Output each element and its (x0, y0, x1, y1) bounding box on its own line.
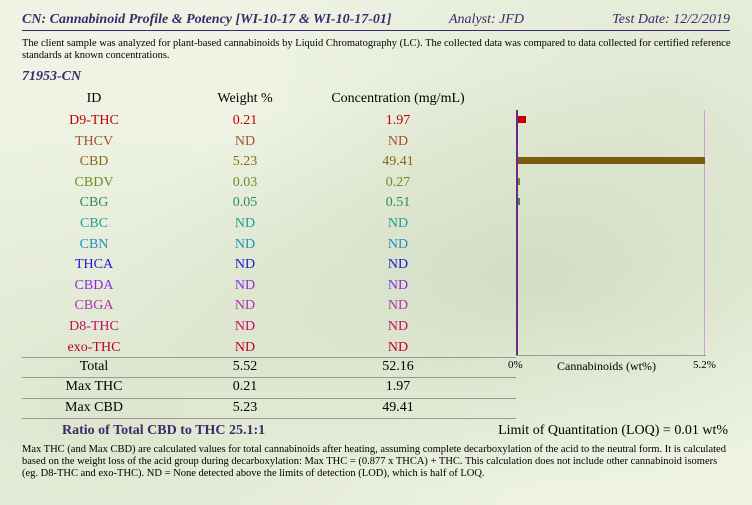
sample-id: 71953-CN (22, 69, 82, 84)
table-row: CBC ND ND (0, 214, 752, 235)
summary-cell-id: Max CBD (65, 399, 123, 415)
summary-separator (22, 417, 516, 419)
cell-id: CBN (79, 236, 109, 252)
cbd-thc-ratio: Ratio of Total CBD to THC 25.1:1 (62, 423, 266, 438)
cell-concentration: ND (387, 257, 409, 273)
cell-weight: ND (234, 298, 256, 314)
table-separator (22, 357, 516, 359)
summary-row: Max THC 0.21 1.97 (0, 377, 752, 398)
cell-concentration: 0.27 (385, 174, 411, 190)
cell-id: CBGA (74, 298, 114, 314)
analyst-label: Analyst: JFD (449, 12, 525, 27)
chart-baseline (516, 355, 706, 356)
cell-weight: 0.05 (232, 195, 258, 211)
table-row: CBD 5.23 49.41 (0, 152, 752, 173)
cell-weight: ND (234, 236, 256, 252)
intro-paragraph: The client sample was analyzed for plant… (22, 38, 731, 61)
bar-cbdv (518, 177, 520, 185)
summary-separator (22, 397, 516, 399)
chart-zero-axis (516, 110, 518, 355)
cell-concentration: ND (387, 216, 409, 231)
report-header: CN: Cannabinoid Profile & Potency [WI-10… (22, 10, 730, 31)
cell-weight: 0.21 (232, 113, 258, 128)
table-row: CBDA ND ND (0, 276, 752, 297)
table-row: CBDV 0.03 0.27 (0, 173, 752, 194)
table-row: CBG 0.05 0.51 (0, 193, 752, 214)
cell-concentration: ND (387, 319, 409, 334)
summary-cell-id: Total (79, 359, 109, 374)
summary-cell-concentration: 1.97 (385, 379, 411, 395)
cell-weight: ND (234, 277, 256, 293)
cell-id: CBD (79, 154, 109, 170)
summary-cell-id: Max THC (65, 379, 123, 395)
bar-d9-thc (518, 116, 526, 123)
cell-concentration: ND (387, 133, 409, 149)
footnote: Max THC (and Max CBD) are calculated val… (22, 444, 726, 480)
table-row: exo-THC ND ND (0, 338, 752, 359)
cell-weight: ND (234, 319, 256, 334)
cell-concentration: 49.41 (382, 154, 414, 170)
cell-id: exo-THC (67, 339, 121, 355)
bar-cbg (518, 198, 520, 206)
table-row: CBN ND ND (0, 235, 752, 256)
table-row: D8-THC ND ND (0, 317, 752, 338)
cell-concentration: 1.97 (385, 113, 411, 128)
column-header-concentration: Concentration (mg/mL) (331, 91, 465, 106)
cell-id: THCA (74, 257, 114, 273)
cell-weight: ND (234, 257, 256, 273)
cell-id: D9-THC (69, 113, 119, 128)
table-row: D9-THC 0.21 1.97 (0, 111, 752, 132)
cell-weight: ND (234, 133, 256, 149)
cell-concentration: ND (387, 339, 409, 355)
cell-concentration: ND (387, 298, 409, 314)
report-title: CN: Cannabinoid Profile & Potency [WI-10… (22, 12, 392, 27)
cell-weight: ND (234, 216, 256, 231)
cell-weight: 0.03 (232, 174, 258, 190)
cell-id: CBG (79, 195, 109, 211)
cell-id: THCV (74, 133, 114, 149)
test-date-label: Test Date: 12/2/2019 (612, 12, 730, 27)
summary-cell-weight: 5.23 (232, 399, 258, 415)
bar-cbd (518, 157, 706, 165)
summary-row: Max CBD 5.23 49.41 (0, 398, 752, 419)
cell-id: CBC (79, 216, 109, 231)
table-row: CBGA ND ND (0, 296, 752, 317)
cell-concentration: 0.51 (385, 195, 411, 211)
summary-cell-concentration: 49.41 (382, 399, 414, 415)
table-row: THCV ND ND (0, 132, 752, 153)
cell-concentration: ND (387, 236, 409, 252)
cell-weight: ND (234, 339, 256, 355)
summary-separator (22, 377, 516, 379)
chart-axis-max-label: 5.2% (693, 359, 716, 371)
cell-weight: 5.23 (232, 154, 258, 170)
summary-cell-concentration: 52.16 (382, 359, 414, 374)
chart-max-gridline (704, 110, 705, 355)
chart-axis-min-label: 0% (508, 359, 523, 371)
chart-axis-title: Cannabinoids (wt%) (557, 359, 656, 373)
cell-id: D8-THC (69, 319, 119, 334)
cell-id: CBDA (74, 277, 114, 293)
column-header-id: ID (86, 91, 102, 106)
loq-label: Limit of Quantitation (LOQ) = 0.01 wt% (498, 423, 728, 438)
column-header-weight: Weight % (217, 91, 273, 106)
cell-id: CBDV (74, 174, 114, 190)
table-row: THCA ND ND (0, 255, 752, 276)
cell-concentration: ND (387, 277, 409, 293)
summary-row: Total 5.52 52.16 (0, 357, 752, 378)
summary-cell-weight: 0.21 (232, 379, 258, 395)
summary-cell-weight: 5.52 (232, 359, 258, 374)
